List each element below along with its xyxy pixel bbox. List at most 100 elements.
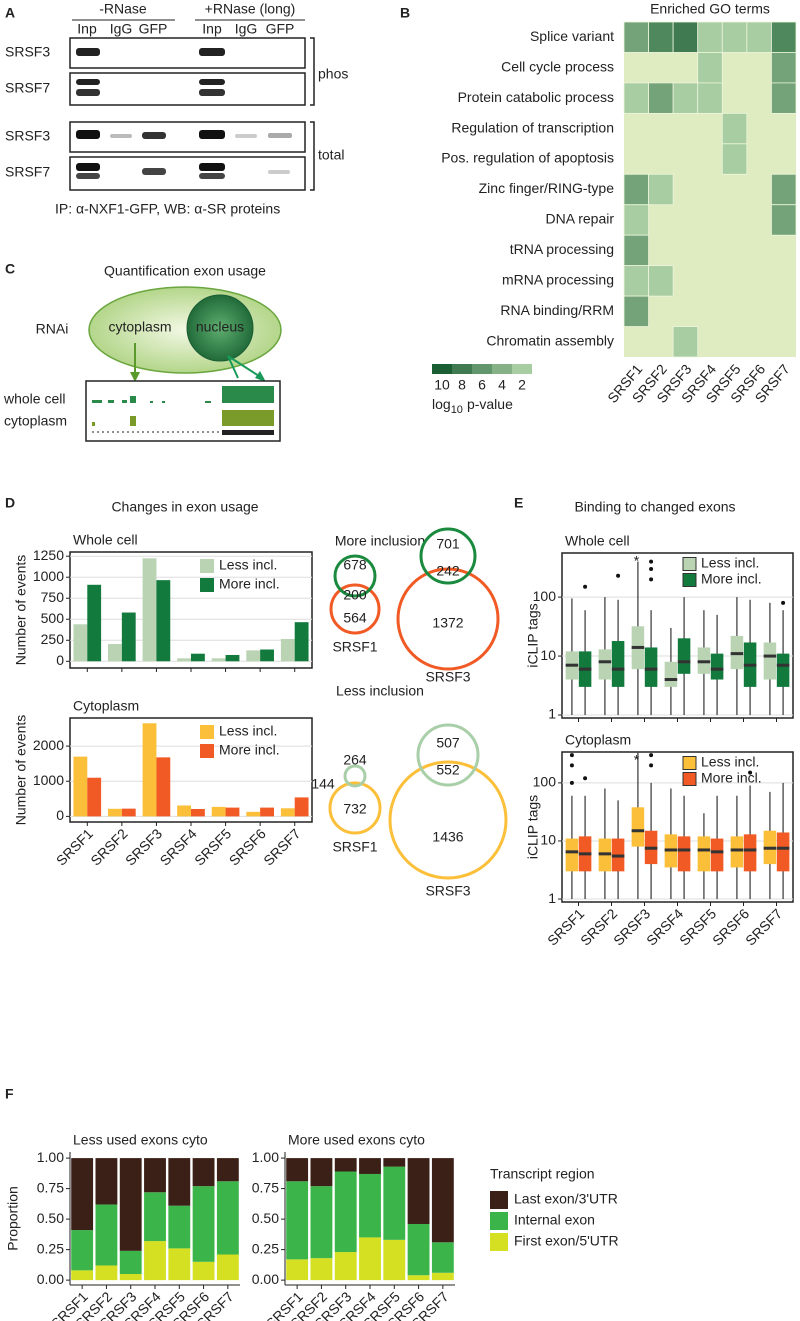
bar xyxy=(246,650,261,662)
y-tick-label: 0.25 xyxy=(37,1240,64,1256)
bar xyxy=(108,808,122,817)
y-tick-label: 1000 xyxy=(33,772,64,788)
bar-segment xyxy=(192,1261,215,1281)
y-tick-label: 500 xyxy=(41,610,65,626)
y-axis-label: iCLIP tags xyxy=(525,603,541,667)
legend-title-part: p-value xyxy=(467,396,513,412)
bar xyxy=(191,653,205,662)
box xyxy=(611,641,625,687)
y-tick-label: 0 xyxy=(56,652,64,668)
bar-segment xyxy=(359,1173,381,1238)
venn-circle xyxy=(416,723,480,787)
outlier xyxy=(569,753,574,758)
bar xyxy=(142,723,157,817)
bar-segment xyxy=(95,1158,118,1205)
box xyxy=(776,653,790,687)
bar-segment xyxy=(216,1158,239,1182)
heatmap-cell xyxy=(697,82,723,114)
bar-segment xyxy=(431,1242,454,1273)
panel-letter: E xyxy=(514,495,523,511)
blot-strip xyxy=(69,156,306,191)
box xyxy=(598,649,612,680)
x-tick-label: SRSF7 xyxy=(742,905,785,948)
arrowhead xyxy=(130,372,140,382)
bar-segment xyxy=(286,1158,309,1182)
legend-label: More incl. xyxy=(701,770,762,786)
row-label: DNA repair xyxy=(546,211,615,227)
track-whole xyxy=(92,386,274,403)
bar-segment xyxy=(71,1270,94,1281)
bar-segment xyxy=(359,1237,381,1281)
panel-letter: F xyxy=(5,1086,14,1102)
legend-swatch xyxy=(490,1212,508,1230)
compartment: cytoplasm xyxy=(108,319,171,335)
venn-count: 701 xyxy=(436,536,460,552)
blot-strip xyxy=(69,72,306,106)
bar-segment xyxy=(431,1272,454,1281)
bar xyxy=(246,811,261,817)
bar-segment xyxy=(119,1274,142,1281)
bar xyxy=(177,805,191,817)
legend-tick-label: 6 xyxy=(478,377,486,393)
heatmap-cell xyxy=(623,265,649,297)
box xyxy=(565,838,579,872)
chart-title: Whole cell xyxy=(73,532,138,548)
chart-title: More used exons cyto xyxy=(288,1132,425,1148)
legend-label: First exon/5'UTR xyxy=(514,1233,619,1249)
box xyxy=(743,834,757,872)
y-axis-label: Proportion xyxy=(5,1186,21,1251)
row-label: Cell cycle process xyxy=(501,58,614,74)
bar-segment xyxy=(71,1158,94,1231)
legend-label: More incl. xyxy=(701,571,762,587)
heatmap-cell xyxy=(697,21,723,53)
legend-tick-label: 8 xyxy=(458,377,466,393)
heatmap-cell xyxy=(771,173,797,206)
outlier xyxy=(649,753,654,758)
legend-swatch xyxy=(200,559,214,573)
venn-count: 264 xyxy=(343,752,367,768)
heatmap-cell xyxy=(648,82,674,114)
legend-tick-label: 4 xyxy=(498,377,506,393)
heatmap-cell xyxy=(623,295,649,327)
bar-segment xyxy=(71,1230,94,1271)
venn-count: 564 xyxy=(343,610,367,626)
outlier xyxy=(748,770,753,775)
legend-title-sub: 10 xyxy=(451,404,463,416)
blot-band xyxy=(199,173,225,179)
legend-swatch xyxy=(200,578,214,592)
compartment: nucleus xyxy=(196,319,244,335)
legend-swatch xyxy=(200,725,214,739)
venn-label: SRSF3 xyxy=(425,883,470,899)
bar xyxy=(87,777,102,817)
legend-label: Less incl. xyxy=(219,723,277,739)
panel-letter: A xyxy=(5,5,15,21)
legend-swatch xyxy=(512,364,532,374)
x-tick-label: SRSF5 xyxy=(191,825,234,868)
y-tick-label: 1000 xyxy=(33,568,64,584)
bar-segment xyxy=(310,1186,333,1259)
legend-label: More incl. xyxy=(219,742,280,758)
blot-band xyxy=(199,79,225,85)
row-label: Pos. regulation of apoptosis xyxy=(441,150,614,166)
legend-tick-label: 2 xyxy=(518,377,526,393)
legend-label: Last exon/3'UTR xyxy=(514,1191,618,1207)
venn-circle xyxy=(396,567,500,671)
chart-title: Whole cell xyxy=(565,533,630,549)
box xyxy=(710,838,724,872)
heatmap-cell xyxy=(623,21,649,53)
bar-segment xyxy=(144,1158,166,1193)
outlier xyxy=(569,780,574,785)
row-label: Regulation of transcription xyxy=(451,119,614,135)
outlier xyxy=(649,566,654,571)
blot-band xyxy=(76,130,100,139)
venn-circle xyxy=(419,527,477,585)
legend-label: Internal exon xyxy=(514,1212,595,1228)
blot-band xyxy=(76,79,100,85)
section-title: Binding to changed exons xyxy=(574,499,735,515)
lane-label: Inp xyxy=(77,21,97,37)
outlier xyxy=(649,577,654,582)
bar-segment xyxy=(407,1223,430,1276)
legend-swatch xyxy=(682,756,697,770)
bar-segment xyxy=(359,1158,381,1174)
chart-title: Cytoplasm xyxy=(565,732,631,748)
